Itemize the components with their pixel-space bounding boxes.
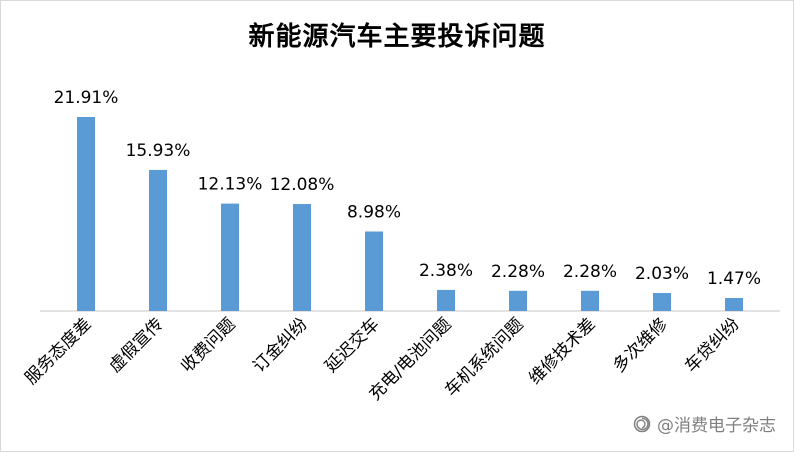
bar (509, 290, 527, 311)
x-tick-label: 延迟交车 (321, 314, 383, 376)
bar (581, 290, 599, 311)
spiral-logo-icon (633, 415, 651, 432)
bar (725, 297, 743, 311)
chart-title: 新能源汽车主要投诉问题 (248, 22, 546, 52)
x-tick-label: 多次维修 (609, 314, 671, 376)
data-label: 21.91% (54, 88, 119, 108)
data-label: 1.47% (707, 269, 761, 289)
bar (149, 169, 167, 311)
data-label: 8.98% (347, 202, 401, 222)
bar (221, 203, 239, 311)
data-label: 2.28% (491, 262, 545, 282)
bar (437, 289, 455, 311)
x-tick-label: 订金纠纷 (249, 314, 311, 376)
bar (653, 293, 671, 311)
data-label: 2.28% (563, 262, 617, 282)
bar (293, 204, 311, 311)
x-tick-label: 虚假宣传 (105, 314, 167, 376)
x-tick-label: 服务态度差 (21, 314, 95, 388)
bar (77, 117, 95, 311)
bar (365, 231, 383, 311)
watermark: @消费电子杂志 (633, 411, 776, 436)
data-label: 12.13% (198, 175, 263, 195)
data-label: 12.08% (270, 175, 335, 195)
watermark-text: @消费电子杂志 (657, 416, 776, 436)
x-tick-label: 收费问题 (177, 314, 239, 376)
x-tick-label: 维修技术差 (525, 314, 599, 388)
data-label: 15.93% (126, 141, 191, 161)
data-label: 2.03% (635, 264, 689, 284)
x-tick-label: 车贷纠纷 (681, 314, 743, 376)
data-label: 2.38% (419, 261, 473, 281)
